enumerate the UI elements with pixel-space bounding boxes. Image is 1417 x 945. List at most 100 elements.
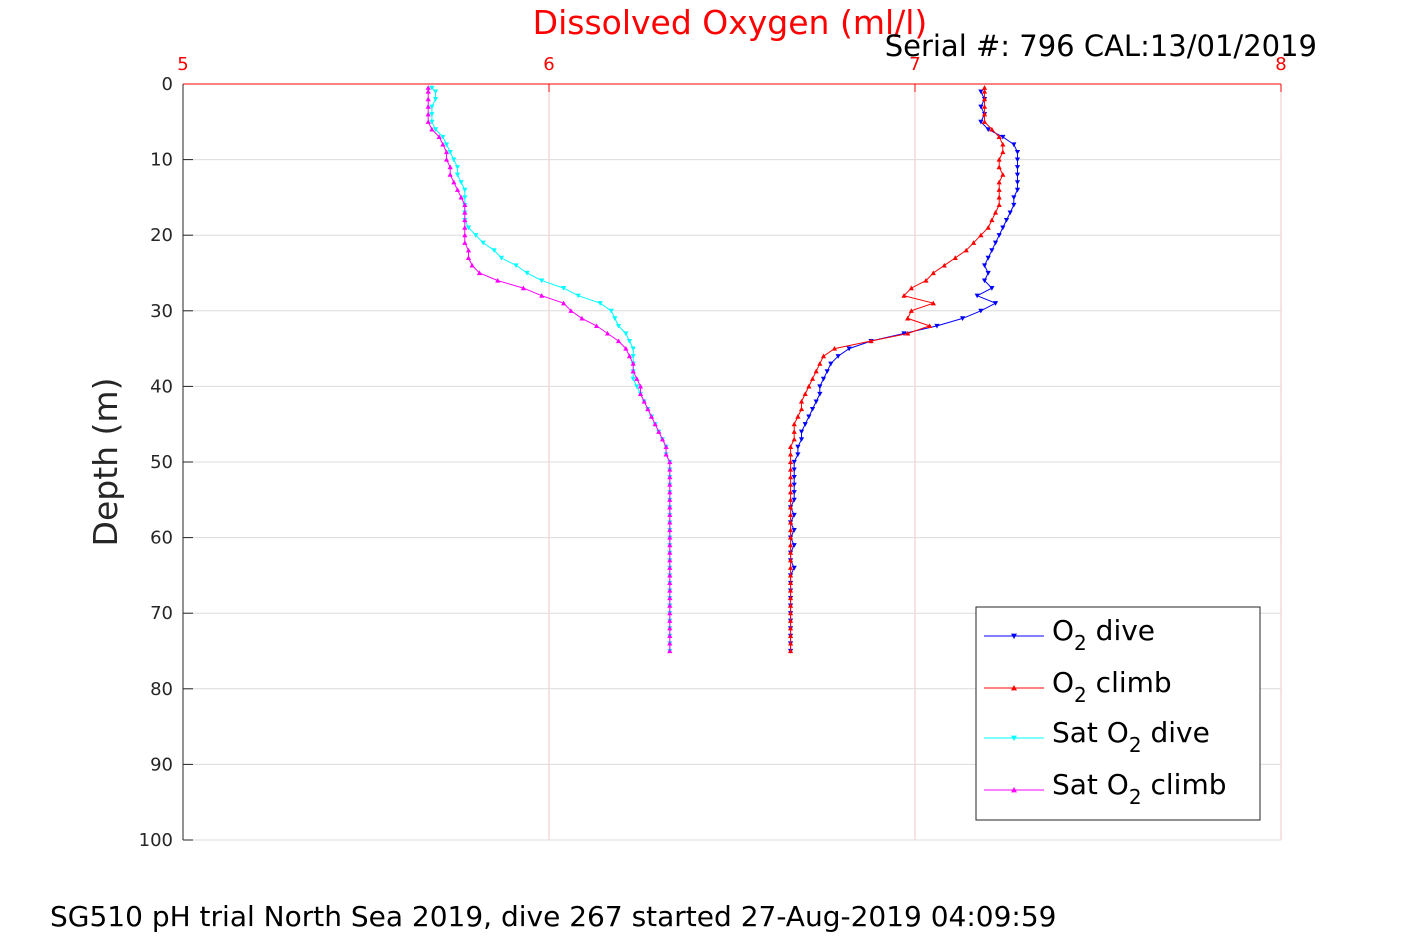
data-point <box>831 346 838 351</box>
data-point <box>798 406 805 412</box>
data-point <box>787 489 794 495</box>
data-point <box>791 436 797 442</box>
chart-title: Dissolved Oxygen (ml/l) <box>533 3 928 42</box>
data-point <box>1014 180 1021 185</box>
data-point <box>798 398 805 404</box>
data-point <box>787 580 794 586</box>
data-point <box>451 179 457 185</box>
data-point <box>963 247 969 253</box>
data-point <box>787 633 794 638</box>
data-point <box>985 127 991 132</box>
data-point <box>934 323 940 329</box>
data-point <box>443 142 450 148</box>
data-point <box>465 225 472 231</box>
data-point <box>637 391 644 397</box>
data-point <box>981 104 988 109</box>
data-point <box>667 519 673 525</box>
chart-subtitle: Serial #: 796 CAL:13/01/2019 <box>885 29 1317 63</box>
data-point <box>476 270 483 276</box>
data-point <box>787 648 794 654</box>
y-tick-label: 90 <box>150 754 173 775</box>
data-point <box>630 346 636 352</box>
data-point <box>791 565 797 571</box>
data-point <box>791 475 797 480</box>
data-point <box>787 512 794 517</box>
data-point <box>787 504 794 510</box>
data-point <box>667 648 673 654</box>
data-point <box>1000 149 1006 155</box>
y-tick-label: 80 <box>150 679 173 700</box>
data-point <box>667 504 673 510</box>
data-point <box>1014 187 1021 193</box>
data-point <box>465 247 472 253</box>
data-point <box>458 194 464 200</box>
data-point <box>787 466 794 472</box>
data-point <box>451 157 457 163</box>
data-point <box>667 497 673 502</box>
data-point <box>1014 172 1021 178</box>
data-point <box>432 97 439 102</box>
data-point <box>645 406 651 412</box>
data-point <box>787 497 794 502</box>
legend-marker <box>1011 787 1017 793</box>
data-point <box>828 361 834 367</box>
data-point <box>989 126 995 132</box>
data-point <box>667 610 673 616</box>
data-point <box>981 111 988 117</box>
data-point <box>908 285 914 291</box>
data-point <box>817 391 823 397</box>
data-point <box>791 543 797 548</box>
data-point <box>1000 172 1006 177</box>
data-point <box>425 96 431 102</box>
data-point <box>978 232 984 238</box>
data-point <box>667 595 673 601</box>
data-point <box>996 233 1002 238</box>
data-point <box>623 346 629 351</box>
data-point <box>454 187 461 192</box>
data-point <box>1007 210 1013 216</box>
data-point <box>630 361 636 366</box>
data-point <box>1011 202 1017 208</box>
legend-item-sat-o2-dive: Sat O2 dive <box>984 716 1210 757</box>
series-o2-dive <box>787 89 1021 654</box>
data-point <box>802 391 808 397</box>
data-point <box>454 172 461 178</box>
data-point <box>667 603 673 608</box>
data-point <box>667 618 673 623</box>
data-point <box>787 482 794 487</box>
data-point <box>970 240 977 245</box>
data-point <box>462 232 468 238</box>
data-point <box>817 384 823 389</box>
data-point <box>981 88 988 94</box>
data-point <box>447 164 453 170</box>
data-point <box>473 233 479 238</box>
data-point <box>787 557 794 563</box>
data-point <box>480 240 486 246</box>
data-point <box>429 104 435 110</box>
data-point <box>806 414 812 420</box>
data-point <box>575 293 581 299</box>
legend-item-sat-o2-climb: Sat O2 climb <box>984 768 1227 809</box>
data-point <box>985 255 991 261</box>
data-point <box>561 300 567 306</box>
data-point <box>791 512 797 518</box>
data-point <box>978 308 984 314</box>
y-tick-label: 30 <box>150 301 173 322</box>
data-point <box>513 263 519 269</box>
data-point <box>989 217 995 223</box>
data-point <box>630 376 636 382</box>
data-point <box>443 157 450 162</box>
data-point <box>787 527 794 533</box>
data-point <box>663 444 669 449</box>
data-point <box>667 587 673 593</box>
x-tick-label: 5 <box>177 54 188 75</box>
data-point <box>795 452 801 458</box>
data-point <box>959 316 966 321</box>
data-point <box>462 217 468 223</box>
data-point <box>652 421 658 427</box>
data-point <box>425 119 431 124</box>
data-point <box>1003 218 1010 223</box>
data-point <box>462 195 468 200</box>
data-point <box>791 429 797 434</box>
data-point <box>667 535 673 540</box>
